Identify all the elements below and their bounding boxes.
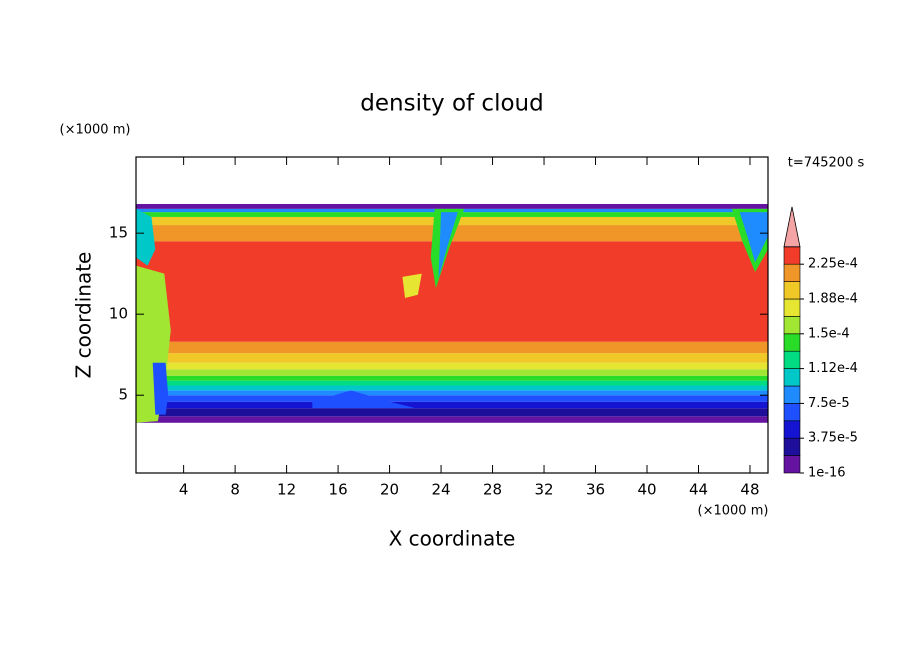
colorbar-band bbox=[783, 333, 801, 352]
x-tick-label: 16 bbox=[329, 481, 348, 499]
contour-band bbox=[136, 203, 768, 209]
chart-title: density of cloud bbox=[360, 91, 543, 117]
contour-feature bbox=[152, 362, 169, 415]
colorbar-band bbox=[783, 455, 801, 474]
contour-band bbox=[136, 369, 768, 376]
contour-feature bbox=[136, 208, 156, 266]
contour-band bbox=[136, 401, 768, 409]
colorbar-band bbox=[783, 281, 801, 300]
x-tick-label: 40 bbox=[637, 481, 656, 499]
colorbar-band bbox=[783, 316, 801, 335]
colorbar-band bbox=[783, 350, 801, 369]
y-tick-label: 10 bbox=[109, 305, 128, 323]
x-tick-label: 12 bbox=[277, 481, 296, 499]
x-tick-label: 4 bbox=[179, 481, 189, 499]
colorbar-tick-label: 1.12e-4 bbox=[808, 361, 858, 376]
contour-feature bbox=[402, 273, 422, 298]
contour-feature bbox=[438, 212, 458, 279]
y-axis-label: Z coordinate bbox=[72, 252, 96, 379]
colorbar-band bbox=[783, 298, 801, 317]
contour-band bbox=[136, 341, 768, 354]
contour-band bbox=[136, 362, 768, 370]
y-tick-label: 5 bbox=[118, 386, 128, 404]
x-tick-label: 44 bbox=[689, 481, 708, 499]
colorbar-band bbox=[783, 246, 801, 265]
y-tick-label: 15 bbox=[109, 224, 128, 242]
y-unit: (×1000 m) bbox=[60, 123, 131, 138]
contour-band bbox=[136, 241, 768, 342]
contour-band bbox=[136, 353, 768, 363]
contour-band bbox=[136, 408, 768, 417]
colorbar-tick-label: 1.5e-4 bbox=[808, 326, 850, 341]
contour-band bbox=[136, 416, 768, 423]
colorbar-tick-label: 3.75e-5 bbox=[808, 431, 858, 446]
colorbar-tick-label: 2.25e-4 bbox=[808, 257, 858, 272]
colorbar-tick-label: 7.5e-5 bbox=[808, 396, 850, 411]
contour-band bbox=[136, 385, 768, 391]
contour-feature bbox=[312, 390, 416, 409]
colorbar-band bbox=[783, 368, 801, 387]
colorbar-band bbox=[783, 420, 801, 439]
x-unit: (×1000 m) bbox=[698, 504, 769, 519]
colorbar-band bbox=[783, 437, 801, 456]
colorbar-extend bbox=[783, 206, 801, 248]
contour-band bbox=[136, 395, 768, 402]
x-tick-label: 32 bbox=[534, 481, 553, 499]
x-tick-label: 36 bbox=[586, 481, 605, 499]
x-tick-label: 8 bbox=[230, 481, 240, 499]
x-tick-label: 20 bbox=[380, 481, 399, 499]
contour-band bbox=[136, 380, 768, 386]
colorbar-tick-label: 1.88e-4 bbox=[808, 292, 858, 307]
annotation: t=745200 s bbox=[788, 156, 865, 171]
contour-band bbox=[136, 375, 768, 381]
x-tick-label: 28 bbox=[483, 481, 502, 499]
colorbar-band bbox=[783, 385, 801, 404]
contour-field bbox=[136, 203, 768, 423]
x-axis-label: X coordinate bbox=[389, 527, 516, 551]
plot-frame bbox=[135, 156, 769, 474]
colorbar-band bbox=[783, 263, 801, 282]
contour-feature bbox=[739, 212, 768, 263]
colorbar-tick-label: 1e-16 bbox=[808, 466, 846, 481]
x-tick-label: 48 bbox=[740, 481, 759, 499]
colorbar-band bbox=[783, 403, 801, 422]
contour-band bbox=[136, 390, 768, 396]
x-tick-label: 24 bbox=[432, 481, 451, 499]
